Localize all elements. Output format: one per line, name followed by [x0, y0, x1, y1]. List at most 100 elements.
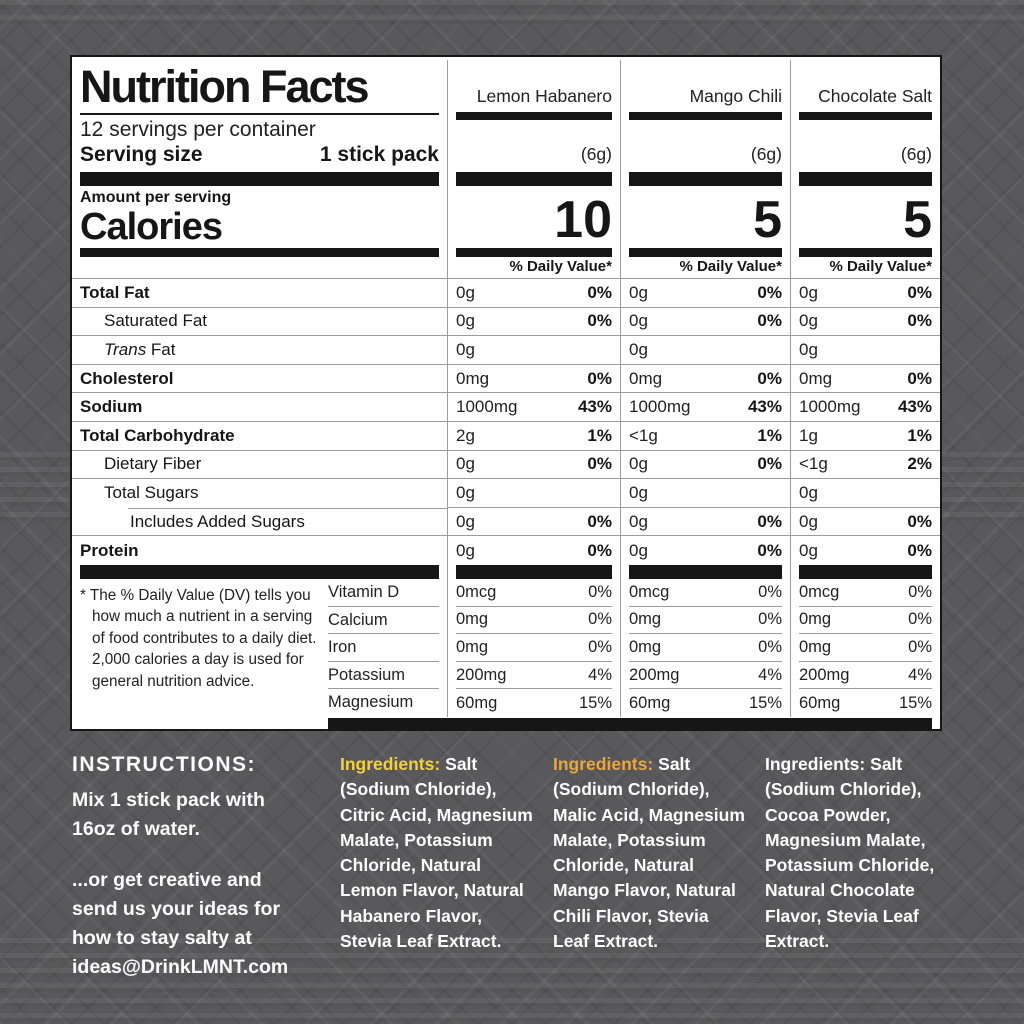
nutrient-amount: 0g [629, 540, 648, 560]
serving-weight: (6g) [900, 144, 932, 164]
nutrient-amount: 0g [456, 482, 475, 502]
nutrient-amount: 0mg [629, 368, 663, 388]
table-row-dietary-fiber: Dietary Fiber 0g 0% 0g 0% <1g 2% [72, 450, 940, 480]
vitamin-amount: 0mg [629, 610, 662, 629]
divider [629, 248, 782, 257]
flavor-column-header: Lemon Habanero (6g) [447, 60, 620, 172]
nutrient-amount: 1000mg [799, 397, 861, 417]
nutrient-amount: 0g [629, 282, 648, 302]
vitamin-amount: 0mg [799, 637, 832, 656]
nutrient-dv: 0% [757, 368, 782, 388]
ingredients-text: Salt (Sodium Chloride), Malic Acid, Magn… [553, 754, 745, 952]
vitamin-dv: 0% [908, 610, 932, 629]
vitamin-dv: 15% [748, 693, 782, 712]
nutrient-amount: 0g [456, 282, 475, 302]
nutrient-dv: 0% [587, 540, 612, 560]
serving-weight: (6g) [580, 144, 612, 164]
flavor-name: Lemon Habanero [476, 86, 612, 106]
ingredients-text: Salt (Sodium Chloride), Citric Acid, Mag… [340, 754, 533, 952]
flavor-name: Chocolate Salt [818, 86, 932, 106]
nutrient-amount: 0g [799, 482, 818, 502]
calories-value: 5 [753, 191, 782, 249]
vitamin-amount: 200mg [629, 665, 680, 684]
vitamin-amount: 0mcg [629, 582, 670, 601]
nutrient-amount: 0g [456, 339, 475, 359]
table-row-total-sugars: Total Sugars 0g 0g 0g [72, 479, 940, 509]
vitamin-dv: 4% [588, 665, 612, 684]
nutrient-name: Total Sugars [104, 483, 199, 503]
thick-bar-row [72, 564, 940, 579]
nutrient-dv: 0% [907, 368, 932, 388]
serving-size-label: Serving size [80, 143, 203, 166]
divider [629, 564, 782, 579]
nutrient-amount: 0g [799, 511, 818, 531]
nutrient-amount: 0g [629, 311, 648, 331]
vitamin-amount: 60mg [456, 693, 498, 712]
vitamin-name: Vitamin D [328, 579, 439, 607]
nutrient-name: Trans Fat [104, 339, 176, 359]
nutrient-dv: 0% [907, 540, 932, 560]
vitamin-name: Magnesium [328, 693, 414, 712]
nutrient-amount: 0g [629, 511, 648, 531]
table-row-protein: Protein 0g 0% 0g 0% 0g 0% [72, 536, 940, 565]
vitamin-amount: 200mg [456, 665, 507, 684]
vitamin-amount: 0mcg [799, 582, 840, 601]
serving-size-row: Serving size 1 stick pack [80, 142, 439, 167]
divider [799, 172, 932, 186]
background-stripe-band [0, 0, 1024, 30]
divider [456, 172, 612, 186]
ingredients-label: Ingredients: [553, 754, 654, 774]
nutrient-amount: 0g [456, 311, 475, 331]
nutrient-dv: 0% [757, 511, 782, 531]
ingredients-label: Ingredients: [765, 754, 866, 774]
instructions-heading: INSTRUCTIONS: [72, 753, 256, 776]
nutrient-name: Total Carbohydrate [80, 425, 235, 445]
vitamin-amount: 60mg [799, 693, 841, 712]
background-stripe-band [0, 938, 1024, 1024]
ingredients-chocolate-salt: Ingredients: Salt (Sodium Chloride), Coco… [765, 752, 959, 954]
divider [80, 113, 439, 115]
nutrient-name: Total Fat [80, 282, 150, 302]
vitamin-dv: 0% [588, 637, 612, 656]
table-row-sodium: Sodium 1000mg 43% 1000mg 43% 1000mg 43% [72, 393, 940, 422]
amount-per-serving-label: Amount per serving [80, 189, 232, 206]
calories-row: Amount per serving Calories 10 5 5 [72, 186, 940, 248]
vitamin-name: Calcium [328, 607, 439, 635]
vitamin-name-column: Vitamin D Calcium Iron Potassium Magnesi… [328, 579, 439, 717]
nutrient-amount: 1g [799, 425, 818, 445]
vitamin-dv: 0% [758, 582, 782, 601]
vitamin-dv: 0% [758, 637, 782, 656]
vitamin-dv: 0% [758, 610, 782, 629]
table-row-added-sugars: Includes Added Sugars 0g 0% 0g 0% 0g 0% [72, 507, 940, 537]
divider [456, 112, 612, 120]
daily-value-header: % Daily Value* [620, 257, 790, 279]
nutrient-amount: 0g [799, 282, 818, 302]
table-row-saturated-fat: Saturated Fat 0g 0% 0g 0% 0g 0% [72, 307, 940, 337]
flavor-name: Mango Chili [689, 86, 782, 106]
nutrient-amount: 0g [629, 482, 648, 502]
vitamin-dv: 0% [588, 582, 612, 601]
nutrient-name: Includes Added Sugars [130, 511, 305, 531]
divider [80, 564, 439, 579]
nutrient-amount: 0g [629, 454, 648, 474]
vitamin-dv: 15% [578, 693, 612, 712]
table-row-trans-fat: Trans Fat 0g 0g 0g [72, 336, 940, 365]
ingredients-mango-chili: Ingredients: Salt (Sodium Chloride), Mali… [553, 752, 747, 954]
nutrient-dv: 0% [587, 311, 612, 331]
daily-value-footnote: * The % Daily Value (DV) tells you how m… [80, 586, 317, 690]
nutrient-amount: 0mg [799, 368, 833, 388]
vitamin-dv: 0% [588, 610, 612, 629]
nutrient-name: Protein [80, 540, 139, 560]
nutrient-name: Dietary Fiber [104, 454, 202, 474]
nutrient-amount: 0g [456, 540, 475, 560]
vitamin-amount: 0mg [799, 610, 832, 629]
ingredients-label: Ingredients: [340, 754, 441, 774]
ingredients-text: Salt (Sodium Chloride), Cocoa Powder, Ma… [765, 754, 935, 952]
footnote-vitamins-row: * The % Daily Value (DV) tells you how m… [72, 578, 940, 717]
nutrient-dv: 0% [757, 454, 782, 474]
panel-header-row: Nutrition Facts 12 servings per containe… [72, 60, 940, 172]
flavor-column-header: Mango Chili (6g) [620, 60, 790, 172]
nutrient-dv: 0% [587, 454, 612, 474]
nutrient-amount: 0g [456, 511, 475, 531]
